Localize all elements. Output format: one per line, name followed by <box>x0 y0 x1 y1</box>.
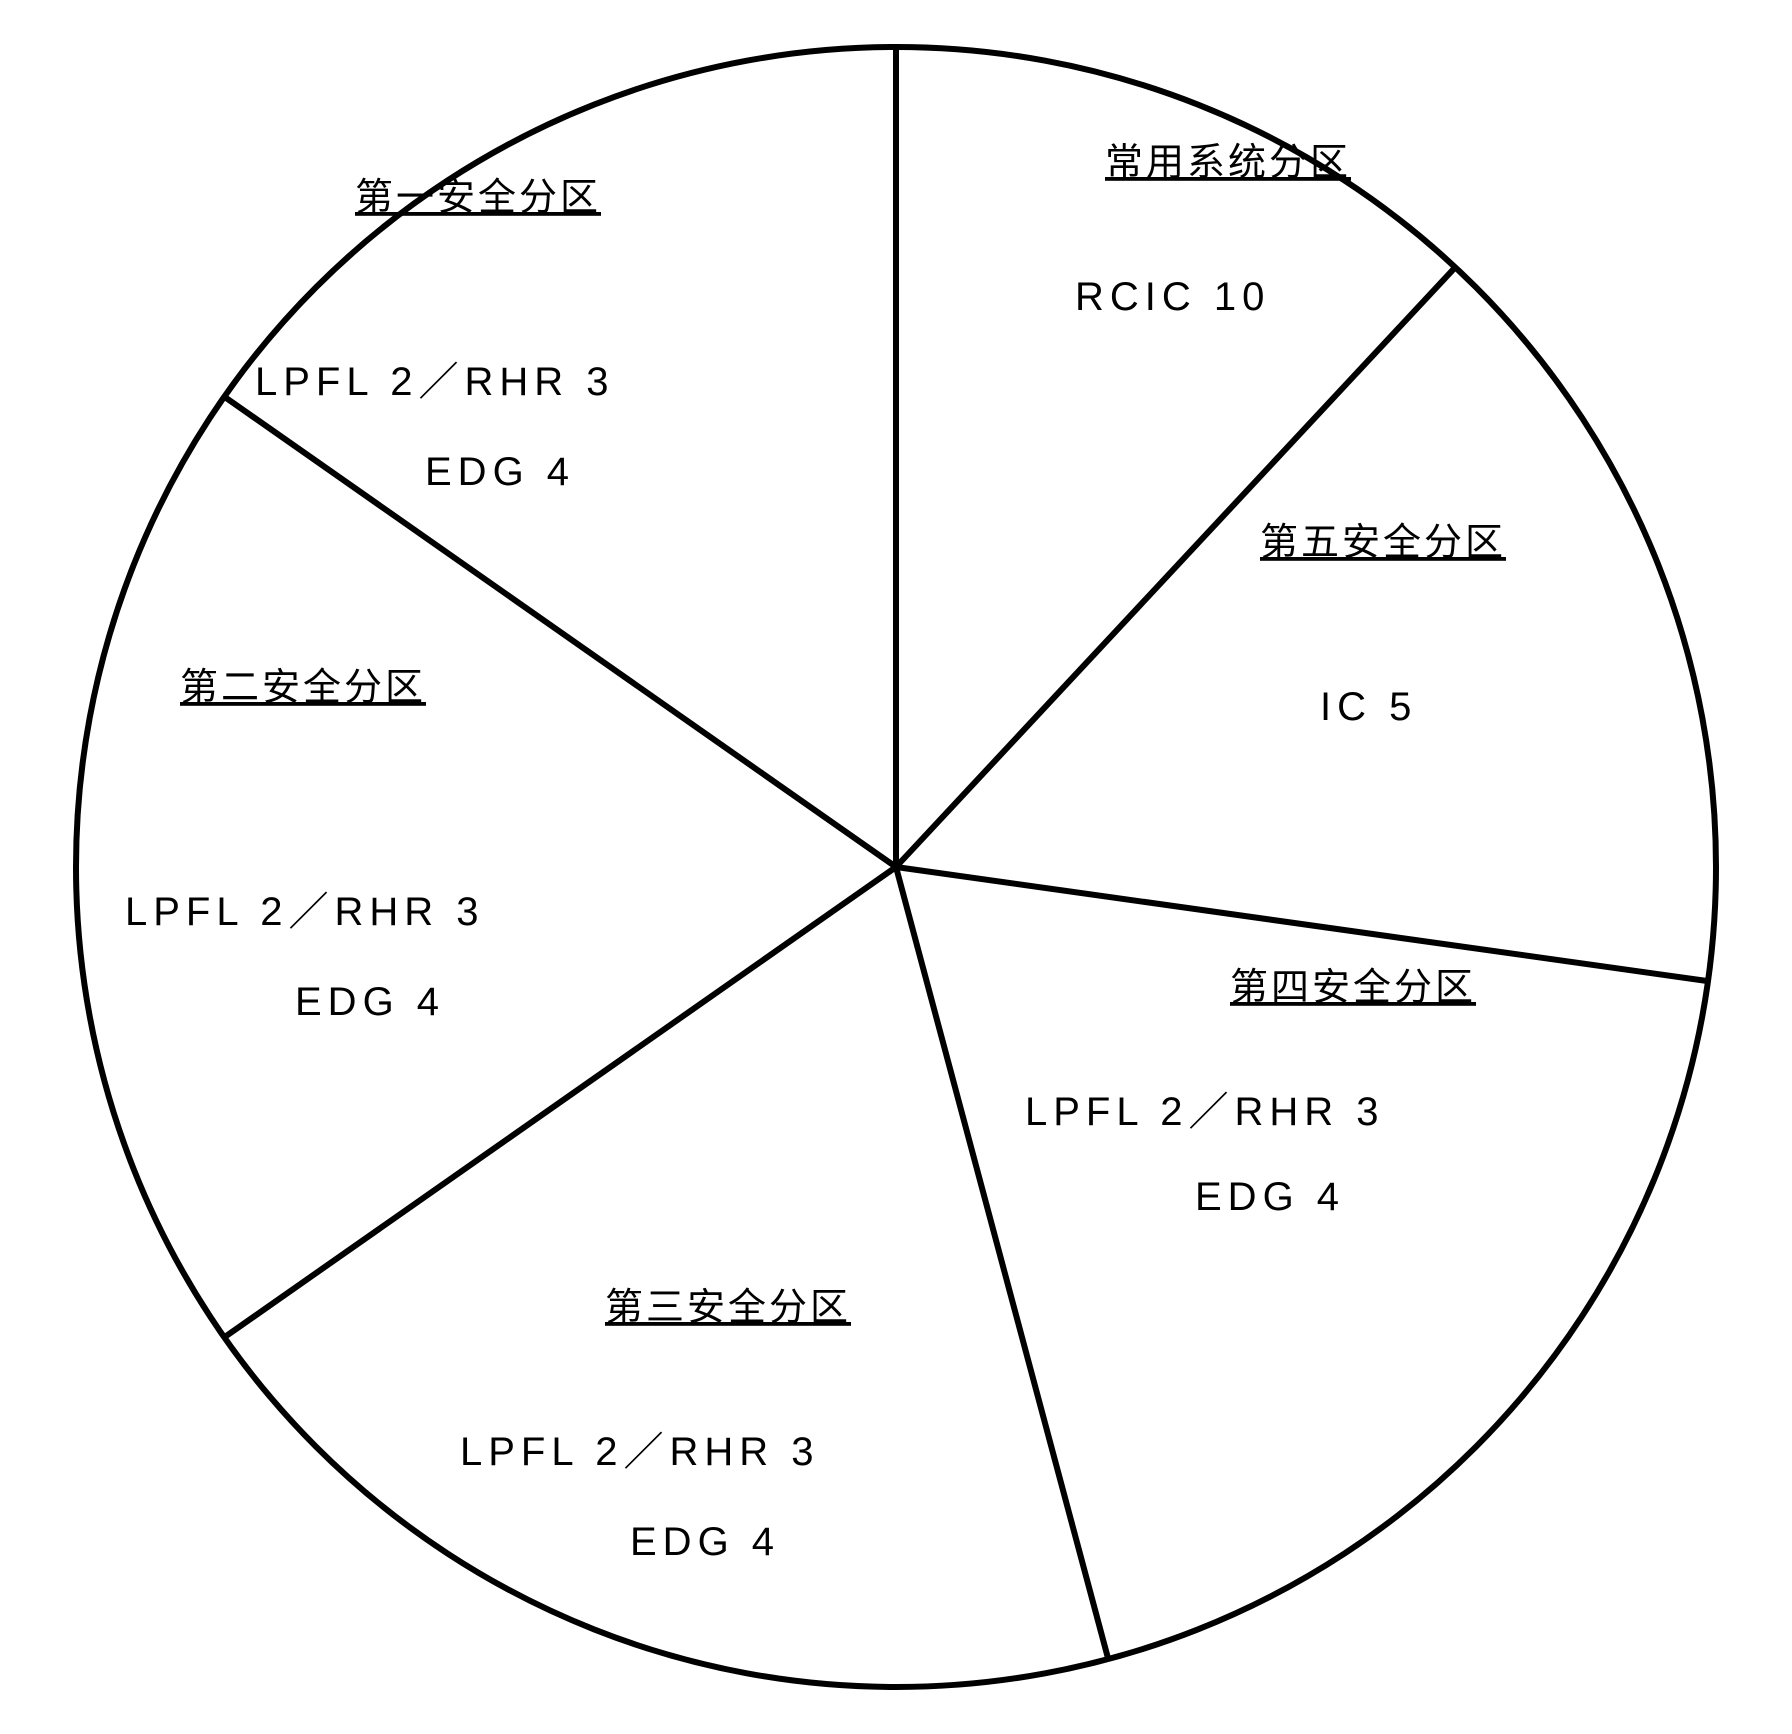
pie-diagram-svg: 常用系统分区 RCIC 10 第五安全分区 IC 5 第四安全分区 LPFL 2／RHR … <box>0 0 1792 1734</box>
sector-content1-common: RCIC 10 <box>1075 275 1270 319</box>
divider-line-second <box>224 867 896 1337</box>
sector-content1-fourth: LPFL 2／RHR 3 <box>1025 1090 1385 1134</box>
sector-title-fifth: 第五安全分区 <box>1260 522 1506 564</box>
divider-line-fourth <box>896 867 1708 981</box>
sector-title-second: 第二安全分区 <box>180 667 426 709</box>
pie-diagram-container: 常用系统分区 RCIC 10 第五安全分区 IC 5 第四安全分区 LPFL 2／RHR … <box>0 0 1792 1734</box>
sector-content2-second: EDG 4 <box>295 980 445 1024</box>
sector-content1-fifth: IC 5 <box>1320 685 1417 729</box>
divider-line-fifth <box>896 267 1455 867</box>
sector-title-third: 第三安全分区 <box>605 1287 851 1329</box>
sector-content2-third: EDG 4 <box>630 1520 780 1564</box>
sector-content1-third: LPFL 2／RHR 3 <box>460 1430 820 1474</box>
labels-group: 常用系统分区 RCIC 10 第五安全分区 IC 5 第四安全分区 LPFL 2／RHR … <box>125 142 1506 1564</box>
sector-content1-second: LPFL 2／RHR 3 <box>125 890 485 934</box>
sector-title-fourth: 第四安全分区 <box>1230 967 1476 1009</box>
sectors-group <box>76 47 1716 1687</box>
sector-title-first: 第一安全分区 <box>355 177 601 219</box>
sector-content2-fourth: EDG 4 <box>1195 1175 1345 1219</box>
sector-title-common: 常用系统分区 <box>1105 142 1351 184</box>
divider-line-third <box>896 867 1108 1659</box>
sector-content2-first: EDG 4 <box>425 450 575 494</box>
sector-content1-first: LPFL 2／RHR 3 <box>255 360 615 404</box>
